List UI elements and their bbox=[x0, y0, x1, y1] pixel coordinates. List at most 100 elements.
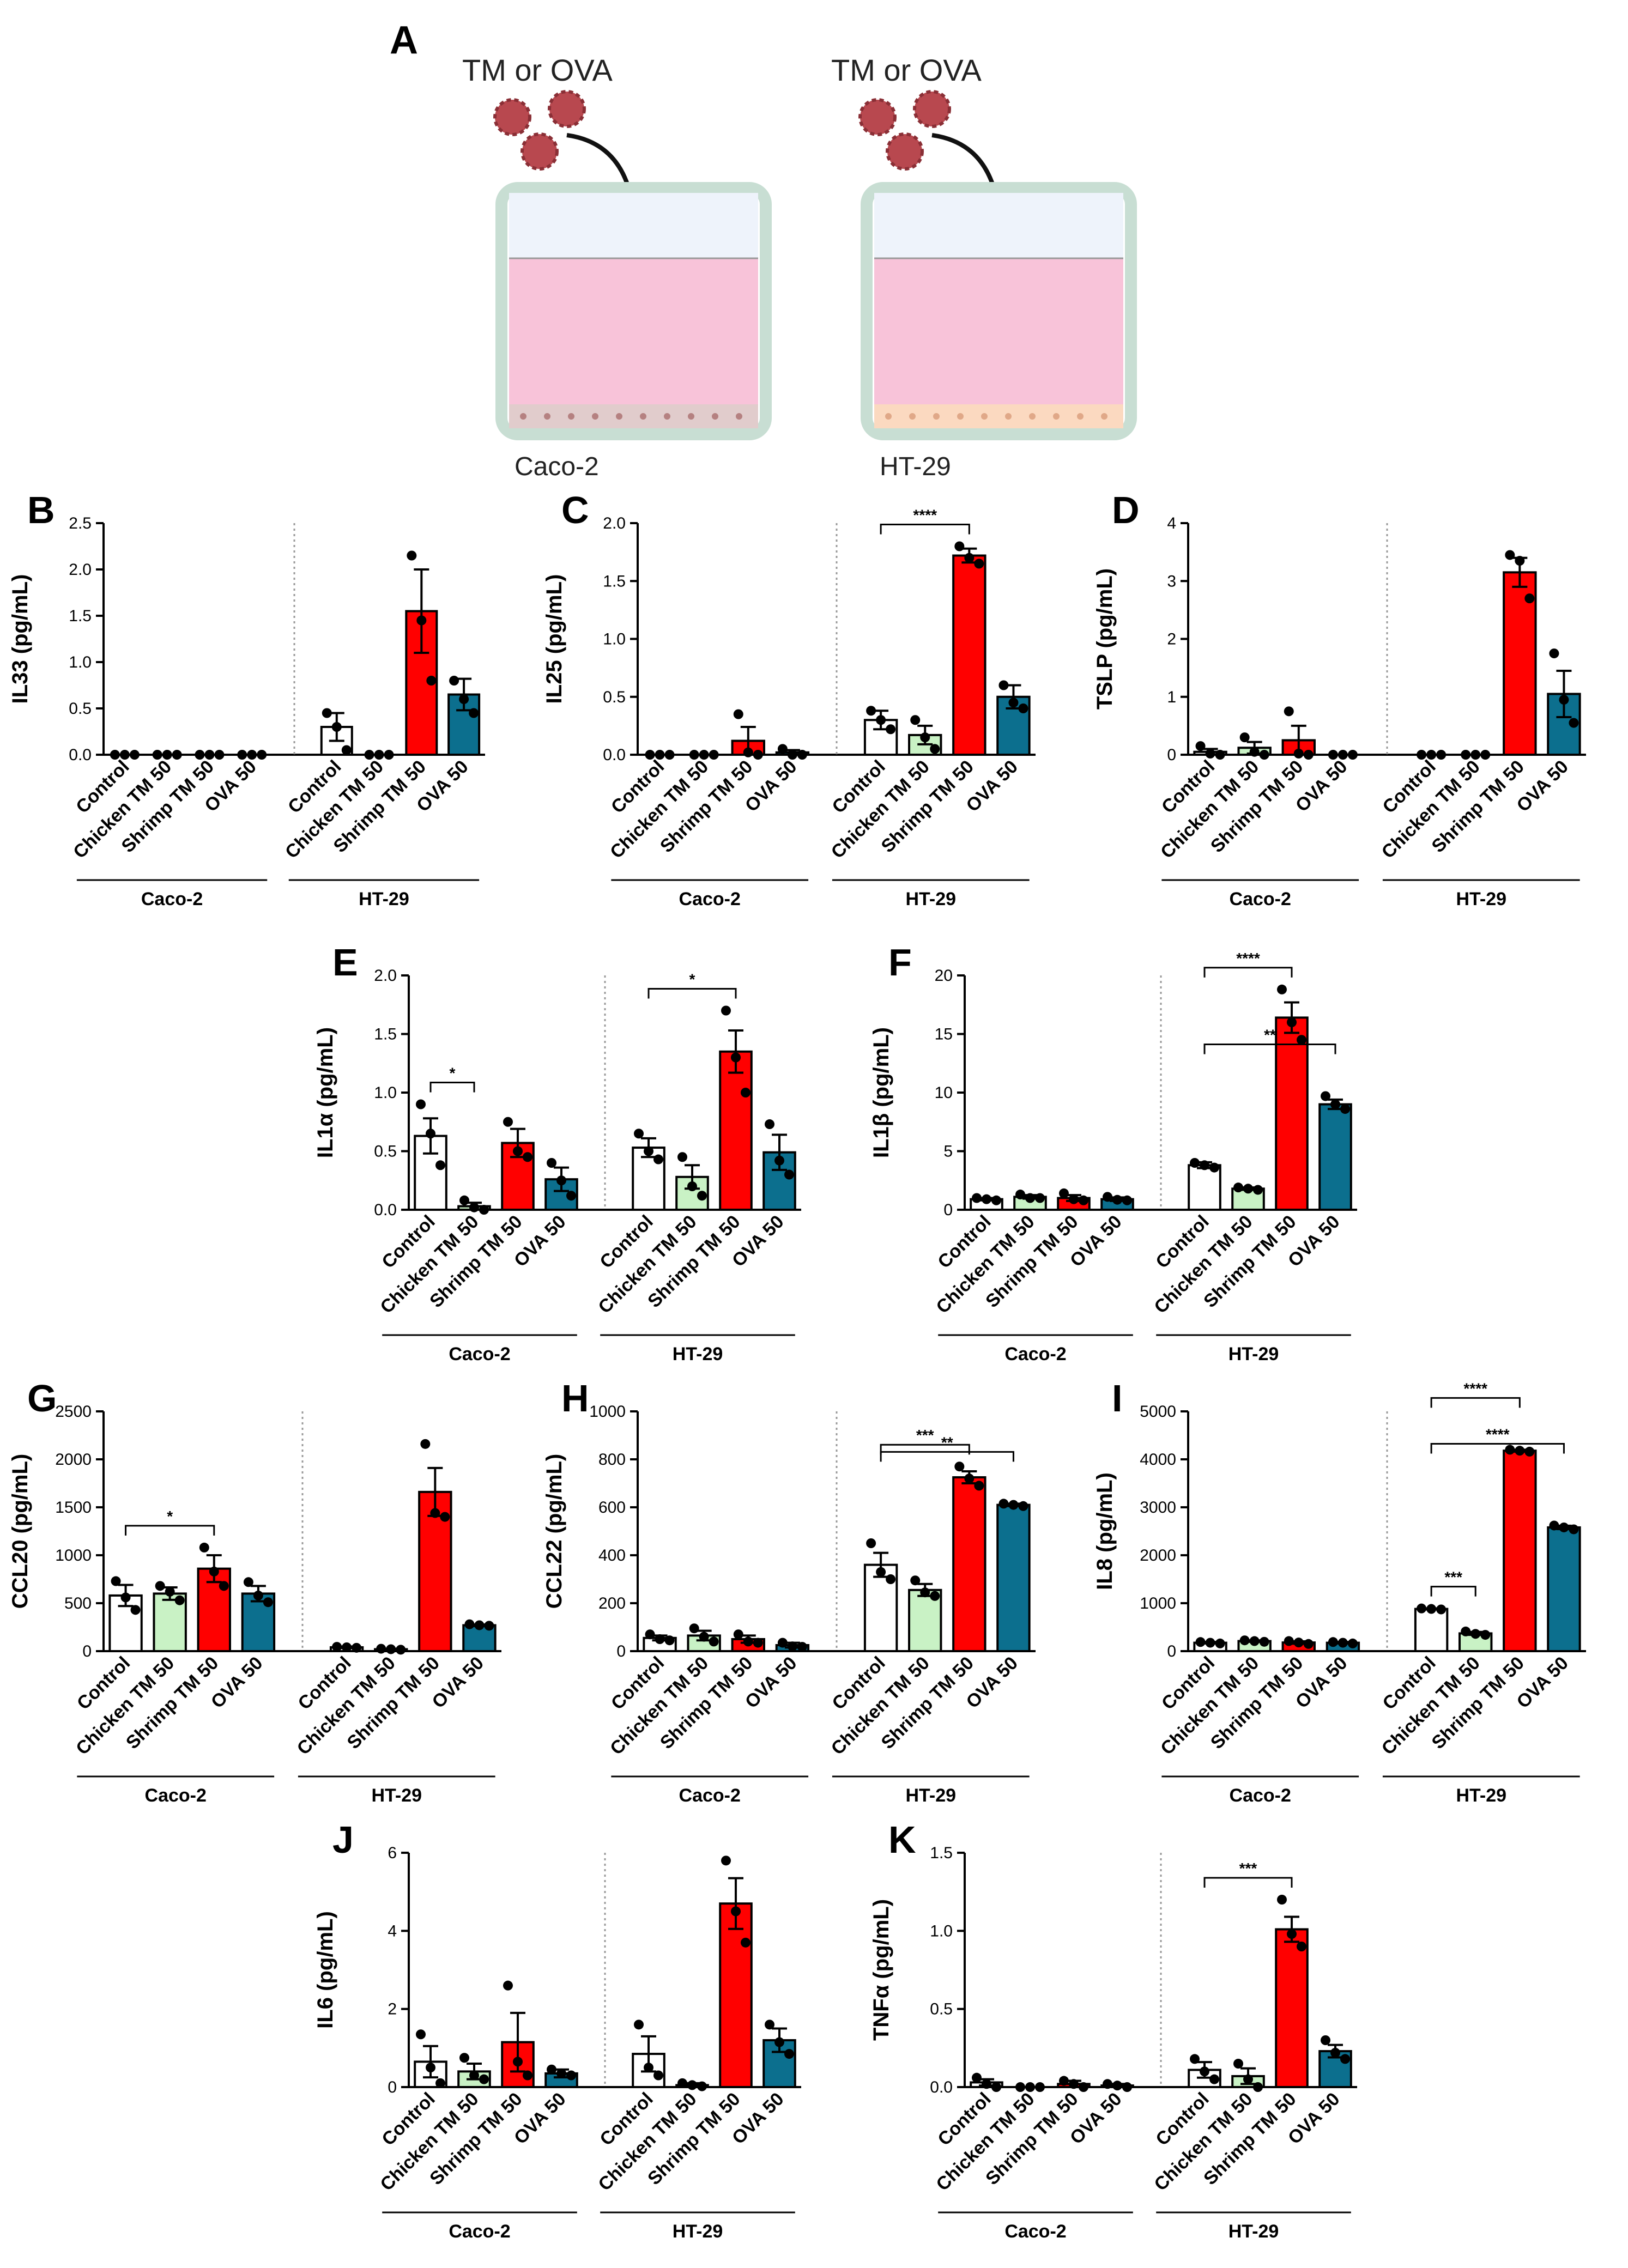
y-tick-label: 1.5 bbox=[374, 1026, 397, 1044]
data-point bbox=[787, 750, 797, 760]
data-point bbox=[513, 1146, 523, 1156]
panel-j-letter: J bbox=[332, 1818, 354, 1861]
data-point bbox=[440, 1512, 450, 1522]
data-point bbox=[677, 1152, 687, 1162]
y-tick-label: 10 bbox=[935, 1084, 953, 1102]
data-point bbox=[1018, 704, 1028, 713]
panel-g-letter: G bbox=[27, 1377, 57, 1420]
data-point bbox=[787, 1641, 797, 1652]
data-point bbox=[1417, 1603, 1427, 1614]
data-point bbox=[1190, 1158, 1200, 1168]
data-point bbox=[364, 750, 374, 760]
bar-ht-29-0 bbox=[1414, 1608, 1449, 1653]
y-axis-label: IL8 (pg/mL) bbox=[1093, 1472, 1117, 1590]
data-point bbox=[1035, 1193, 1045, 1203]
data-point bbox=[1249, 747, 1260, 757]
data-point bbox=[416, 615, 427, 626]
data-point bbox=[459, 1195, 469, 1205]
group-label-caco-2: Caco-2 bbox=[679, 1785, 741, 1806]
data-point bbox=[1347, 1638, 1358, 1648]
data-point bbox=[645, 750, 655, 760]
left-medium bbox=[509, 258, 758, 404]
y-axis-label: IL25 (pg/mL) bbox=[542, 574, 566, 704]
bar-ht-29-2 bbox=[1503, 1450, 1537, 1652]
data-point bbox=[376, 1644, 386, 1654]
y-tick-label: 2.0 bbox=[603, 514, 626, 532]
significance-bracket bbox=[1430, 1442, 1565, 1454]
data-point bbox=[435, 2078, 445, 2088]
data-point bbox=[1505, 1445, 1515, 1455]
data-point bbox=[556, 2068, 566, 2078]
y-tick-label: 1.0 bbox=[374, 1084, 397, 1102]
data-point bbox=[1293, 748, 1304, 759]
group-label-ht-29: HT-29 bbox=[905, 889, 956, 909]
significance-label: ** bbox=[1264, 1026, 1276, 1043]
group-label-caco-2: Caco-2 bbox=[141, 889, 203, 909]
data-point bbox=[1195, 741, 1206, 751]
data-point bbox=[777, 1638, 788, 1648]
y-tick-label: 1.5 bbox=[603, 572, 626, 590]
data-point bbox=[1321, 2035, 1330, 2045]
group-label-caco-2: Caco-2 bbox=[1230, 1785, 1291, 1806]
data-point bbox=[1470, 750, 1481, 760]
data-point bbox=[731, 1906, 741, 1917]
right-well-wall bbox=[861, 182, 1137, 440]
data-point bbox=[1303, 1639, 1314, 1649]
data-point bbox=[1297, 1035, 1306, 1045]
data-point bbox=[416, 1099, 426, 1109]
data-point bbox=[1470, 1629, 1481, 1639]
data-point bbox=[1284, 706, 1294, 717]
data-point bbox=[998, 1499, 1009, 1509]
data-point bbox=[1233, 1182, 1243, 1193]
data-point bbox=[1340, 2054, 1350, 2064]
data-point bbox=[219, 1581, 229, 1591]
data-point bbox=[644, 1146, 653, 1156]
y-tick-label: 0.5 bbox=[69, 700, 92, 718]
data-point bbox=[655, 750, 665, 760]
data-point bbox=[930, 1591, 940, 1601]
significance-bracket bbox=[1203, 967, 1293, 978]
data-point bbox=[1103, 2079, 1112, 2089]
y-tick-label: 5 bbox=[943, 1143, 953, 1161]
y-axis-label: CCL20 (pg/mL) bbox=[8, 1454, 32, 1609]
data-point bbox=[155, 1581, 165, 1591]
data-point bbox=[697, 2081, 707, 2091]
left-well-wall bbox=[495, 182, 772, 440]
data-point bbox=[1253, 1185, 1263, 1195]
data-point bbox=[699, 750, 709, 760]
panel-c-letter: C bbox=[561, 489, 589, 531]
significance-bracket bbox=[125, 1525, 215, 1536]
data-point bbox=[731, 1052, 741, 1063]
significance-label: *** bbox=[916, 1427, 934, 1444]
significance-bracket bbox=[647, 988, 737, 999]
significance-bracket bbox=[1430, 1397, 1521, 1408]
data-point bbox=[777, 744, 788, 754]
data-point bbox=[1461, 1626, 1471, 1636]
group-label-caco-2: Caco-2 bbox=[449, 1344, 510, 1365]
group-label-ht-29: HT-29 bbox=[1228, 2221, 1279, 2242]
data-point bbox=[687, 1181, 697, 1191]
y-axis-label: CCL22 (pg/mL) bbox=[542, 1454, 566, 1609]
data-point bbox=[765, 1119, 774, 1130]
significance-bracket bbox=[880, 524, 970, 535]
panel-b-letter: B bbox=[27, 489, 55, 531]
y-tick-label: 3000 bbox=[1140, 1499, 1176, 1517]
data-point bbox=[129, 750, 140, 760]
data-point bbox=[566, 2070, 576, 2081]
panel-h-letter: H bbox=[561, 1377, 589, 1420]
significance-bracket bbox=[880, 1451, 1014, 1462]
data-point bbox=[479, 2074, 489, 2084]
y-tick-label: 1.5 bbox=[69, 607, 92, 625]
data-point bbox=[886, 724, 896, 735]
y-tick-label: 1.5 bbox=[930, 1844, 953, 1862]
data-point bbox=[566, 1191, 576, 1201]
data-point bbox=[866, 1538, 876, 1548]
group-label-ht-29: HT-29 bbox=[359, 889, 409, 909]
bar-caco-2-1 bbox=[457, 2070, 491, 2088]
data-point bbox=[435, 1160, 445, 1171]
y-tick-label: 0.0 bbox=[930, 2078, 953, 2096]
data-point bbox=[1112, 2081, 1122, 2091]
